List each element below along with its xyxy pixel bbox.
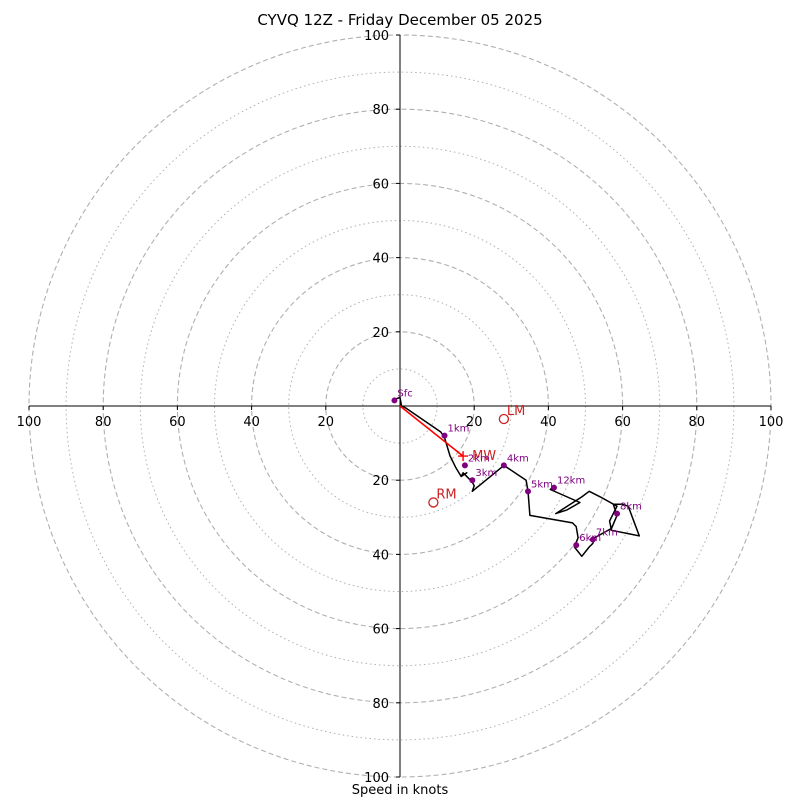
x-tick-label: 40 <box>243 415 260 430</box>
height-label-5km: 5km <box>531 479 553 490</box>
height-label-4km: 4km <box>507 453 529 464</box>
y-tick-label: 80 <box>372 697 389 712</box>
x-tick-label: 20 <box>318 415 335 430</box>
x-tick-label: 100 <box>759 415 784 430</box>
height-points-group: Sfc1km2km3km4km5km6km7km8km12km <box>391 388 642 549</box>
height-label-12km: 12km <box>557 476 585 487</box>
height-point-1km <box>441 432 448 439</box>
mean-wind-marker <box>458 451 469 462</box>
height-label-1km: 1km <box>448 424 470 435</box>
x-tick-label: 60 <box>169 415 186 430</box>
storm-motion-marker-lm <box>498 413 510 425</box>
x-tick-label: 20 <box>466 415 483 430</box>
height-point-4km <box>500 462 507 469</box>
y-tick-label: 20 <box>372 474 389 489</box>
height-label-7km: 7km <box>596 528 618 539</box>
storm-motion-label-rm: RM <box>436 487 456 502</box>
height-point-3km <box>469 477 476 484</box>
y-tick-label: 80 <box>372 103 389 118</box>
storm-motion-marker-rm <box>428 497 439 508</box>
y-tick-label: 100 <box>364 29 389 44</box>
height-point-8km <box>614 510 621 517</box>
chart-title: CYVQ 12Z - Friday December 05 2025 <box>257 11 543 29</box>
y-tick-label: 40 <box>372 548 389 563</box>
y-tick-label: 40 <box>372 252 389 267</box>
height-point-12km <box>550 484 557 491</box>
height-point-sfc <box>391 397 398 404</box>
storm-motion-group: LM RM <box>428 404 525 508</box>
y-tick-labels: 100 80 60 40 20 20 40 60 80 100 <box>364 29 400 786</box>
x-tick-label: 80 <box>689 415 706 430</box>
storm-motion-label-lm: LM <box>507 404 525 419</box>
mean-wind-vector <box>399 405 464 457</box>
height-point-7km <box>589 536 596 543</box>
x-tick-label: 60 <box>614 415 631 430</box>
x-tick-label: 40 <box>540 415 557 430</box>
y-tick-label: 100 <box>364 771 389 786</box>
y-tick-label: 60 <box>372 177 389 192</box>
mean-wind-group: MW <box>399 405 496 464</box>
x-tick-label: 100 <box>17 415 42 430</box>
height-point-6km <box>573 542 580 549</box>
height-point-2km <box>461 462 468 469</box>
mean-wind-label: MW <box>472 449 496 464</box>
y-tick-label: 20 <box>372 326 389 341</box>
height-label-8km: 8km <box>620 502 642 513</box>
height-label-2km: 2km <box>468 453 490 464</box>
x-tick-labels: 100 80 60 40 20 20 40 60 80 100 <box>17 406 784 430</box>
height-point-5km <box>524 488 531 495</box>
x-axis-label: Speed in knots <box>351 783 449 798</box>
x-tick-label: 80 <box>95 415 112 430</box>
height-label-3km: 3km <box>475 468 497 479</box>
y-tick-label: 60 <box>372 623 389 638</box>
height-label-sfc: Sfc <box>397 388 412 399</box>
